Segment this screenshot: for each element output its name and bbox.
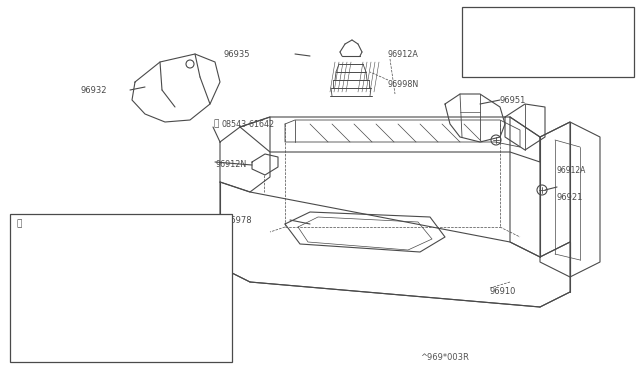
Text: 96978: 96978: [225, 215, 252, 224]
FancyBboxPatch shape: [10, 214, 232, 362]
Text: AT: AT: [185, 219, 196, 228]
Text: └: └: [15, 323, 19, 329]
FancyBboxPatch shape: [462, 7, 634, 77]
Text: 96940: 96940: [148, 288, 173, 296]
Text: 96960: 96960: [555, 45, 580, 55]
Text: 96910: 96910: [490, 288, 516, 296]
Text: 96912A: 96912A: [557, 166, 586, 174]
Text: Ⓢ: Ⓢ: [16, 219, 21, 228]
Text: 08540-51212: 08540-51212: [26, 219, 79, 228]
Text: Ⓢ: Ⓢ: [213, 119, 218, 128]
Text: 96942F: 96942F: [110, 312, 140, 321]
Text: 96951: 96951: [500, 96, 526, 105]
Text: 96912N: 96912N: [215, 160, 246, 169]
Text: 96998N: 96998N: [388, 80, 419, 89]
Text: 96912A: 96912A: [388, 49, 419, 58]
Text: ^969*003R: ^969*003R: [420, 353, 469, 362]
Text: 08543-61642: 08543-61642: [222, 119, 275, 128]
Text: 96932: 96932: [80, 86, 106, 94]
Text: 96960: 96960: [15, 323, 40, 331]
Text: OP: CAN: OP: CAN: [468, 10, 505, 19]
Text: 96935: 96935: [223, 49, 250, 58]
Text: 96921: 96921: [557, 192, 584, 202]
